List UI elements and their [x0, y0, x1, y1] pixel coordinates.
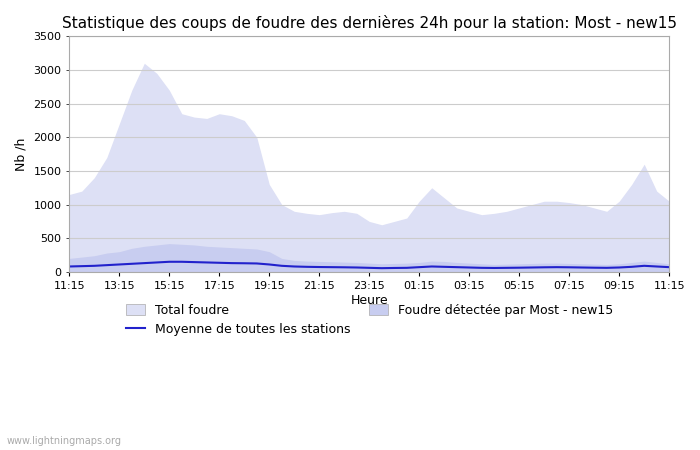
- X-axis label: Heure: Heure: [351, 294, 388, 307]
- Y-axis label: Nb /h: Nb /h: [15, 137, 28, 171]
- Title: Statistique des coups de foudre des dernières 24h pour la station: Most - new15: Statistique des coups de foudre des dern…: [62, 15, 677, 31]
- Legend: Total foudre, Moyenne de toutes les stations, Foudre détectée par Most - new15: Total foudre, Moyenne de toutes les stat…: [121, 299, 618, 341]
- Text: www.lightningmaps.org: www.lightningmaps.org: [7, 436, 122, 446]
